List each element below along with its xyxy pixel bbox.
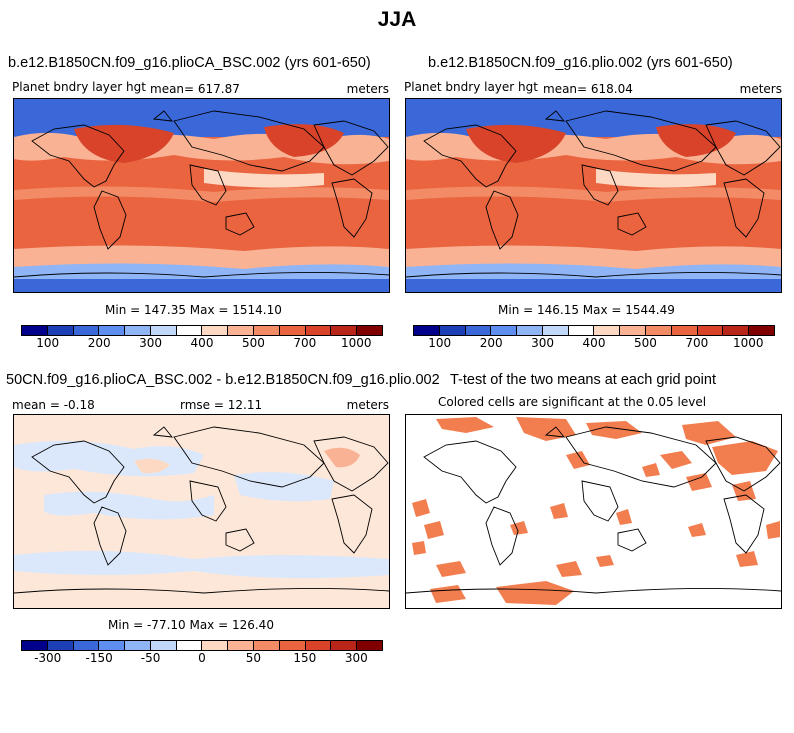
panel1-field bbox=[14, 99, 389, 292]
panel2-mean: mean= 618.04 bbox=[543, 82, 633, 96]
panel1-title: b.e12.B1850CN.f09_g16.plioCA_BSC.002 (yr… bbox=[8, 55, 371, 71]
panel2-variable: Planet bndry layer hgt bbox=[404, 80, 538, 94]
panel3-rmse: rmse = 12.11 bbox=[180, 398, 263, 412]
panel4-title: T-test of the two means at each grid poi… bbox=[450, 372, 716, 388]
colorbar-tick-label: 150 bbox=[293, 651, 317, 665]
colorbar-cell bbox=[47, 641, 74, 650]
panel2-title: b.e12.B1850CN.f09_g16.plio.002 (yrs 601-… bbox=[428, 55, 733, 71]
panel2-map bbox=[405, 98, 782, 293]
colorbar-tick-label: 50 bbox=[245, 651, 262, 665]
colorbar-cell bbox=[150, 326, 177, 335]
colorbar-cell bbox=[254, 326, 280, 335]
colorbar-cell bbox=[465, 326, 492, 335]
colorbar-tick-label: 500 bbox=[241, 336, 265, 350]
colorbar-cell bbox=[99, 326, 126, 335]
panel1-units: meters bbox=[346, 82, 389, 96]
colorbar-tick-label: 0 bbox=[198, 651, 206, 665]
colorbar-tick-label: 1000 bbox=[733, 336, 764, 350]
colorbar-tick-label: 300 bbox=[344, 651, 368, 665]
colorbar-tick-label: -50 bbox=[140, 651, 161, 665]
panel2-minmax: Min = 146.15 Max = 1544.49 bbox=[498, 303, 675, 317]
colorbar-cell bbox=[125, 326, 151, 335]
colorbar-tick-label: 400 bbox=[582, 336, 606, 350]
colorbar-tick-label: 100 bbox=[36, 336, 60, 350]
colorbar-cell bbox=[202, 641, 229, 650]
colorbar-cell bbox=[305, 641, 332, 650]
colorbar-cell bbox=[47, 326, 74, 335]
panel1-minmax: Min = 147.35 Max = 1514.10 bbox=[105, 303, 282, 317]
panel1-colorbar bbox=[21, 325, 383, 336]
panel4-subtitle: Colored cells are significant at the 0.0… bbox=[438, 395, 707, 409]
colorbar-cell bbox=[620, 326, 647, 335]
colorbar-cell bbox=[517, 326, 543, 335]
colorbar-cell bbox=[176, 641, 203, 650]
colorbar-tick-label: 700 bbox=[293, 336, 317, 350]
panel3-colorbar bbox=[21, 640, 383, 651]
panel1-mean: mean= 617.87 bbox=[150, 82, 240, 96]
colorbar-cell bbox=[228, 641, 255, 650]
panel4-field bbox=[406, 417, 781, 605]
colorbar-cell bbox=[150, 641, 177, 650]
colorbar-cell bbox=[491, 326, 518, 335]
colorbar-tick-label: 200 bbox=[87, 336, 111, 350]
colorbar-tick-label: 100 bbox=[428, 336, 452, 350]
colorbar-cell bbox=[414, 326, 440, 335]
colorbar-cell bbox=[723, 326, 750, 335]
colorbar-tick-label: 400 bbox=[190, 336, 214, 350]
panel2-colorbar bbox=[413, 325, 775, 336]
colorbar-cell bbox=[357, 641, 382, 650]
colorbar-cell bbox=[73, 326, 100, 335]
panel3-map bbox=[13, 414, 390, 609]
panel1-map bbox=[13, 98, 390, 293]
colorbar-cell bbox=[594, 326, 621, 335]
colorbar-cell bbox=[202, 326, 229, 335]
panel4-map bbox=[405, 414, 782, 609]
colorbar-cell bbox=[22, 641, 48, 650]
panel2-units: meters bbox=[739, 82, 782, 96]
colorbar-cell bbox=[331, 641, 358, 650]
colorbar-cell bbox=[646, 326, 672, 335]
colorbar-cell bbox=[671, 326, 698, 335]
colorbar-cell bbox=[331, 326, 358, 335]
panel3-mean: mean = -0.18 bbox=[12, 398, 95, 412]
panel3-minmax: Min = -77.10 Max = 126.40 bbox=[108, 618, 274, 632]
colorbar-cell bbox=[357, 326, 382, 335]
panel3-units: meters bbox=[346, 398, 389, 412]
colorbar-cell bbox=[73, 641, 100, 650]
panel3-field bbox=[14, 415, 389, 608]
significant-cells bbox=[412, 417, 780, 605]
colorbar-cell bbox=[99, 641, 126, 650]
colorbar-tick-label: 1000 bbox=[341, 336, 372, 350]
panel3-title: 50CN.f09_g16.plioCA_BSC.002 - b.e12.B185… bbox=[6, 372, 440, 388]
colorbar-cell bbox=[228, 326, 255, 335]
colorbar-cell bbox=[542, 326, 569, 335]
colorbar-cell bbox=[568, 326, 595, 335]
colorbar-cell bbox=[305, 326, 332, 335]
colorbar-cell bbox=[176, 326, 203, 335]
colorbar-tick-label: 300 bbox=[139, 336, 163, 350]
colorbar-tick-label: 300 bbox=[531, 336, 555, 350]
figure-title: JJA bbox=[377, 8, 417, 31]
colorbar-cell bbox=[125, 641, 151, 650]
colorbar-tick-label: -300 bbox=[34, 651, 62, 665]
colorbar-tick-label: 700 bbox=[685, 336, 709, 350]
colorbar-cell bbox=[439, 326, 466, 335]
colorbar-cell bbox=[749, 326, 774, 335]
panel2-field bbox=[406, 99, 781, 292]
colorbar-cell bbox=[22, 326, 48, 335]
colorbar-tick-label: 200 bbox=[479, 336, 503, 350]
colorbar-cell bbox=[697, 326, 724, 335]
panel1-variable: Planet bndry layer hgt bbox=[12, 80, 146, 94]
colorbar-tick-label: 500 bbox=[633, 336, 657, 350]
colorbar-cell bbox=[279, 326, 306, 335]
colorbar-cell bbox=[254, 641, 280, 650]
colorbar-cell bbox=[279, 641, 306, 650]
colorbar-tick-label: -150 bbox=[85, 651, 113, 665]
